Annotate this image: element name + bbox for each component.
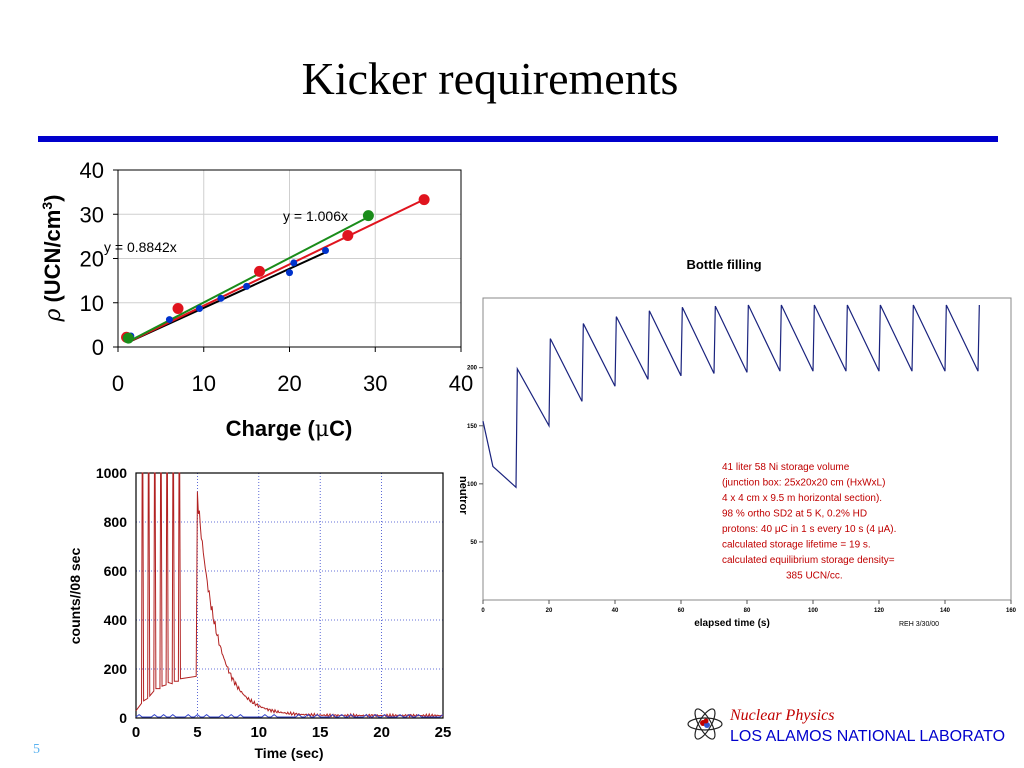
data-point-blue — [165, 316, 173, 324]
y-axis-label: ρ(UCN/cm3) — [39, 195, 66, 323]
y-tick-label: 10 — [80, 291, 104, 316]
counts-plot-frame — [135, 472, 444, 719]
bottle-y-tick-label: 200 — [467, 366, 478, 372]
bottle-x-tick-label: 60 — [678, 608, 685, 614]
data-point-red — [121, 331, 133, 343]
plot-frame — [117, 169, 462, 348]
fit-label-green: y = 1.006x — [283, 208, 348, 224]
fit-line-black — [130, 251, 326, 343]
bottle-y-tick-label: 150 — [467, 424, 478, 430]
bottle-x-tick-label: 120 — [874, 608, 885, 614]
x-tick-label: 20 — [277, 371, 301, 396]
bottle-note-line: 98 % ortho SD2 at 5 K, 0.2% HD — [722, 509, 867, 520]
counts-y-tick-label: 800 — [104, 514, 128, 530]
y-tick-label: 30 — [80, 202, 104, 227]
x-axis-label: Charge (μC) — [226, 416, 353, 442]
bottle-x-tick-label: 0 — [481, 608, 485, 614]
bottle-x-tick-label: 140 — [940, 608, 951, 614]
bottle-x-tick-label: 160 — [1006, 608, 1017, 614]
data-point-red — [253, 265, 265, 277]
bottle-note-line: 385 UCN/cc. — [786, 571, 843, 582]
title-rule — [38, 136, 998, 142]
footer-lab-name: LOS ALAMOS NATIONAL LABORATO — [730, 728, 1006, 745]
data-point-red — [342, 229, 354, 241]
data-point-blue — [195, 305, 203, 313]
counts-x-tick-label: 5 — [193, 724, 201, 741]
bottle-x-tick-label: 40 — [612, 608, 619, 614]
x-tick-label: 0 — [112, 371, 124, 396]
bottle-y-tick-label: 50 — [470, 540, 477, 546]
footer-division: Nuclear Physics — [730, 707, 835, 724]
counts-x-tick-label: 10 — [250, 724, 267, 741]
counts-y-tick-label: 0 — [119, 710, 127, 726]
slide-title: Kicker requirements — [301, 53, 679, 104]
x-tick-label: 40 — [449, 371, 473, 396]
counts-y-tick-label: 1000 — [96, 465, 127, 481]
data-point-green — [362, 210, 374, 222]
counts-y-tick-label: 600 — [104, 563, 128, 579]
bottle-x-tick-label: 100 — [808, 608, 819, 614]
fit-line-red — [130, 198, 425, 342]
data-point-blue — [243, 282, 251, 290]
fit-label-black: y = 0.8842x — [104, 239, 177, 255]
counts-x-tick-label: 15 — [312, 724, 329, 741]
data-point-blue — [124, 334, 132, 342]
bottle-chart-title: Bottle filling — [686, 257, 761, 272]
bottle-x-tick-label: 80 — [744, 608, 751, 614]
bottle-note-line: protons: 40 μC in 1 s every 10 s (4 μA). — [722, 524, 896, 535]
counts-x-label: Time (sec) — [255, 745, 324, 761]
bottle-x-tick-label: 20 — [546, 608, 553, 614]
bottle-plot-frame — [482, 297, 1012, 601]
data-point-red — [418, 194, 430, 206]
bottle-note-line: 41 liter 58 Ni storage volume — [722, 462, 850, 473]
data-point-red — [172, 303, 184, 315]
x-tick-label: 10 — [192, 371, 216, 396]
y-tick-label: 40 — [80, 158, 104, 183]
y-tick-label: 0 — [92, 335, 104, 360]
data-point-blue — [127, 332, 135, 340]
bottle-x-label: elapsed time (s) — [694, 618, 770, 629]
bottle-note-line: (junction box: 25x20x20 cm (HxWxL) — [722, 478, 885, 489]
bottle-note-line: 4 x 4 cm x 9.5 m horizontal section). — [722, 493, 882, 504]
data-point-green — [122, 332, 134, 344]
bottle-note-line: calculated equilibrium storage density= — [722, 555, 895, 566]
counts-y-tick-label: 200 — [104, 661, 128, 677]
slide-number: 5 — [33, 742, 40, 757]
bottle-fill-trace — [482, 304, 980, 489]
fit-line-green — [130, 216, 369, 342]
atom-icon — [687, 708, 723, 740]
data-point-blue — [286, 269, 293, 277]
counts-x-tick-label: 20 — [373, 724, 390, 741]
bottle-note: 41 liter 58 Ni storage volume (junction b… — [722, 462, 896, 582]
data-point-blue — [217, 294, 225, 302]
y-tick-label: 20 — [80, 247, 104, 272]
bottle-y-label: neutror — [457, 476, 469, 515]
bottle-note-line: calculated storage lifetime = 19 s. — [722, 540, 871, 551]
counts-background-trace — [135, 713, 444, 718]
counts-trace — [135, 472, 444, 719]
bottle-credit: REH 3/30/00 — [899, 621, 939, 628]
data-point-blue — [290, 259, 298, 267]
counts-y-label: counts//08 sec — [67, 548, 83, 645]
counts-y-tick-label: 400 — [104, 612, 128, 628]
data-point-blue — [322, 247, 330, 255]
x-tick-label: 30 — [363, 371, 387, 396]
bottle-y-tick-label: 100 — [467, 482, 478, 488]
counts-x-tick-label: 25 — [435, 724, 452, 741]
counts-x-tick-label: 0 — [132, 724, 140, 741]
